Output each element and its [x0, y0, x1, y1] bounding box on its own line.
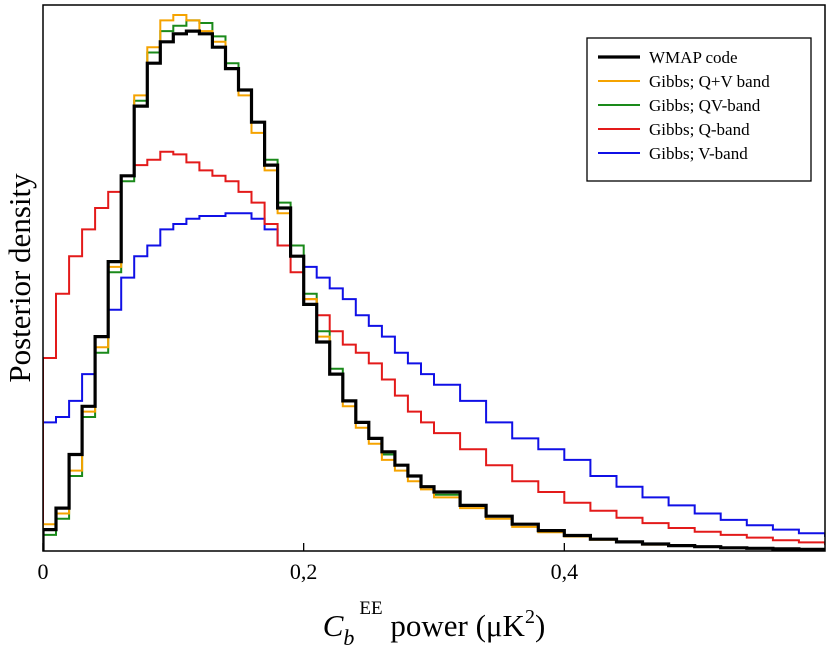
x-tick-label: 0 [38, 559, 49, 584]
x-axis-label-superscript: EE [359, 598, 382, 619]
x-tick-label: 0,4 [551, 559, 579, 584]
series-line-gibbs-q-band [43, 150, 825, 551]
x-tick-label: 0,2 [290, 559, 318, 584]
x-axis-label-subscript: b [343, 625, 354, 650]
x-axis-label-text: power (μK [383, 608, 526, 643]
series-line-wmap-code [43, 29, 825, 551]
x-axis-label-symbol: C [323, 608, 344, 643]
legend-box [586, 37, 812, 182]
series-line-gibbs-v-band [43, 212, 825, 551]
legend-item: Gibbs; QV-band [598, 96, 761, 115]
x-axis-label: CbEE power (μK2) [323, 598, 546, 650]
legend-label: Gibbs; V-band [649, 144, 748, 163]
legend-label: Gibbs; QV-band [649, 96, 761, 115]
legend-item: WMAP code [598, 48, 738, 67]
legend-item: Gibbs; Q-band [598, 120, 750, 139]
legend-item: Gibbs; Q+V band [598, 72, 770, 91]
y-axis-label: Posterior density [2, 173, 37, 383]
legend-item: Gibbs; V-band [598, 144, 748, 163]
legend-label: Gibbs; Q-band [649, 120, 750, 139]
series-layer [43, 14, 825, 551]
legend-label: WMAP code [649, 48, 738, 67]
plot-frame [42, 4, 826, 552]
legend-label: Gibbs; Q+V band [649, 72, 770, 91]
x-axis-label-close: ) [535, 608, 545, 643]
x-axis-label-unit-power: 2 [525, 606, 535, 628]
x-axis-ticks: 0 0,2 0,4 [38, 543, 579, 584]
legend: WMAP code Gibbs; Q+V band Gibbs; QV-band Gi… [586, 37, 812, 182]
